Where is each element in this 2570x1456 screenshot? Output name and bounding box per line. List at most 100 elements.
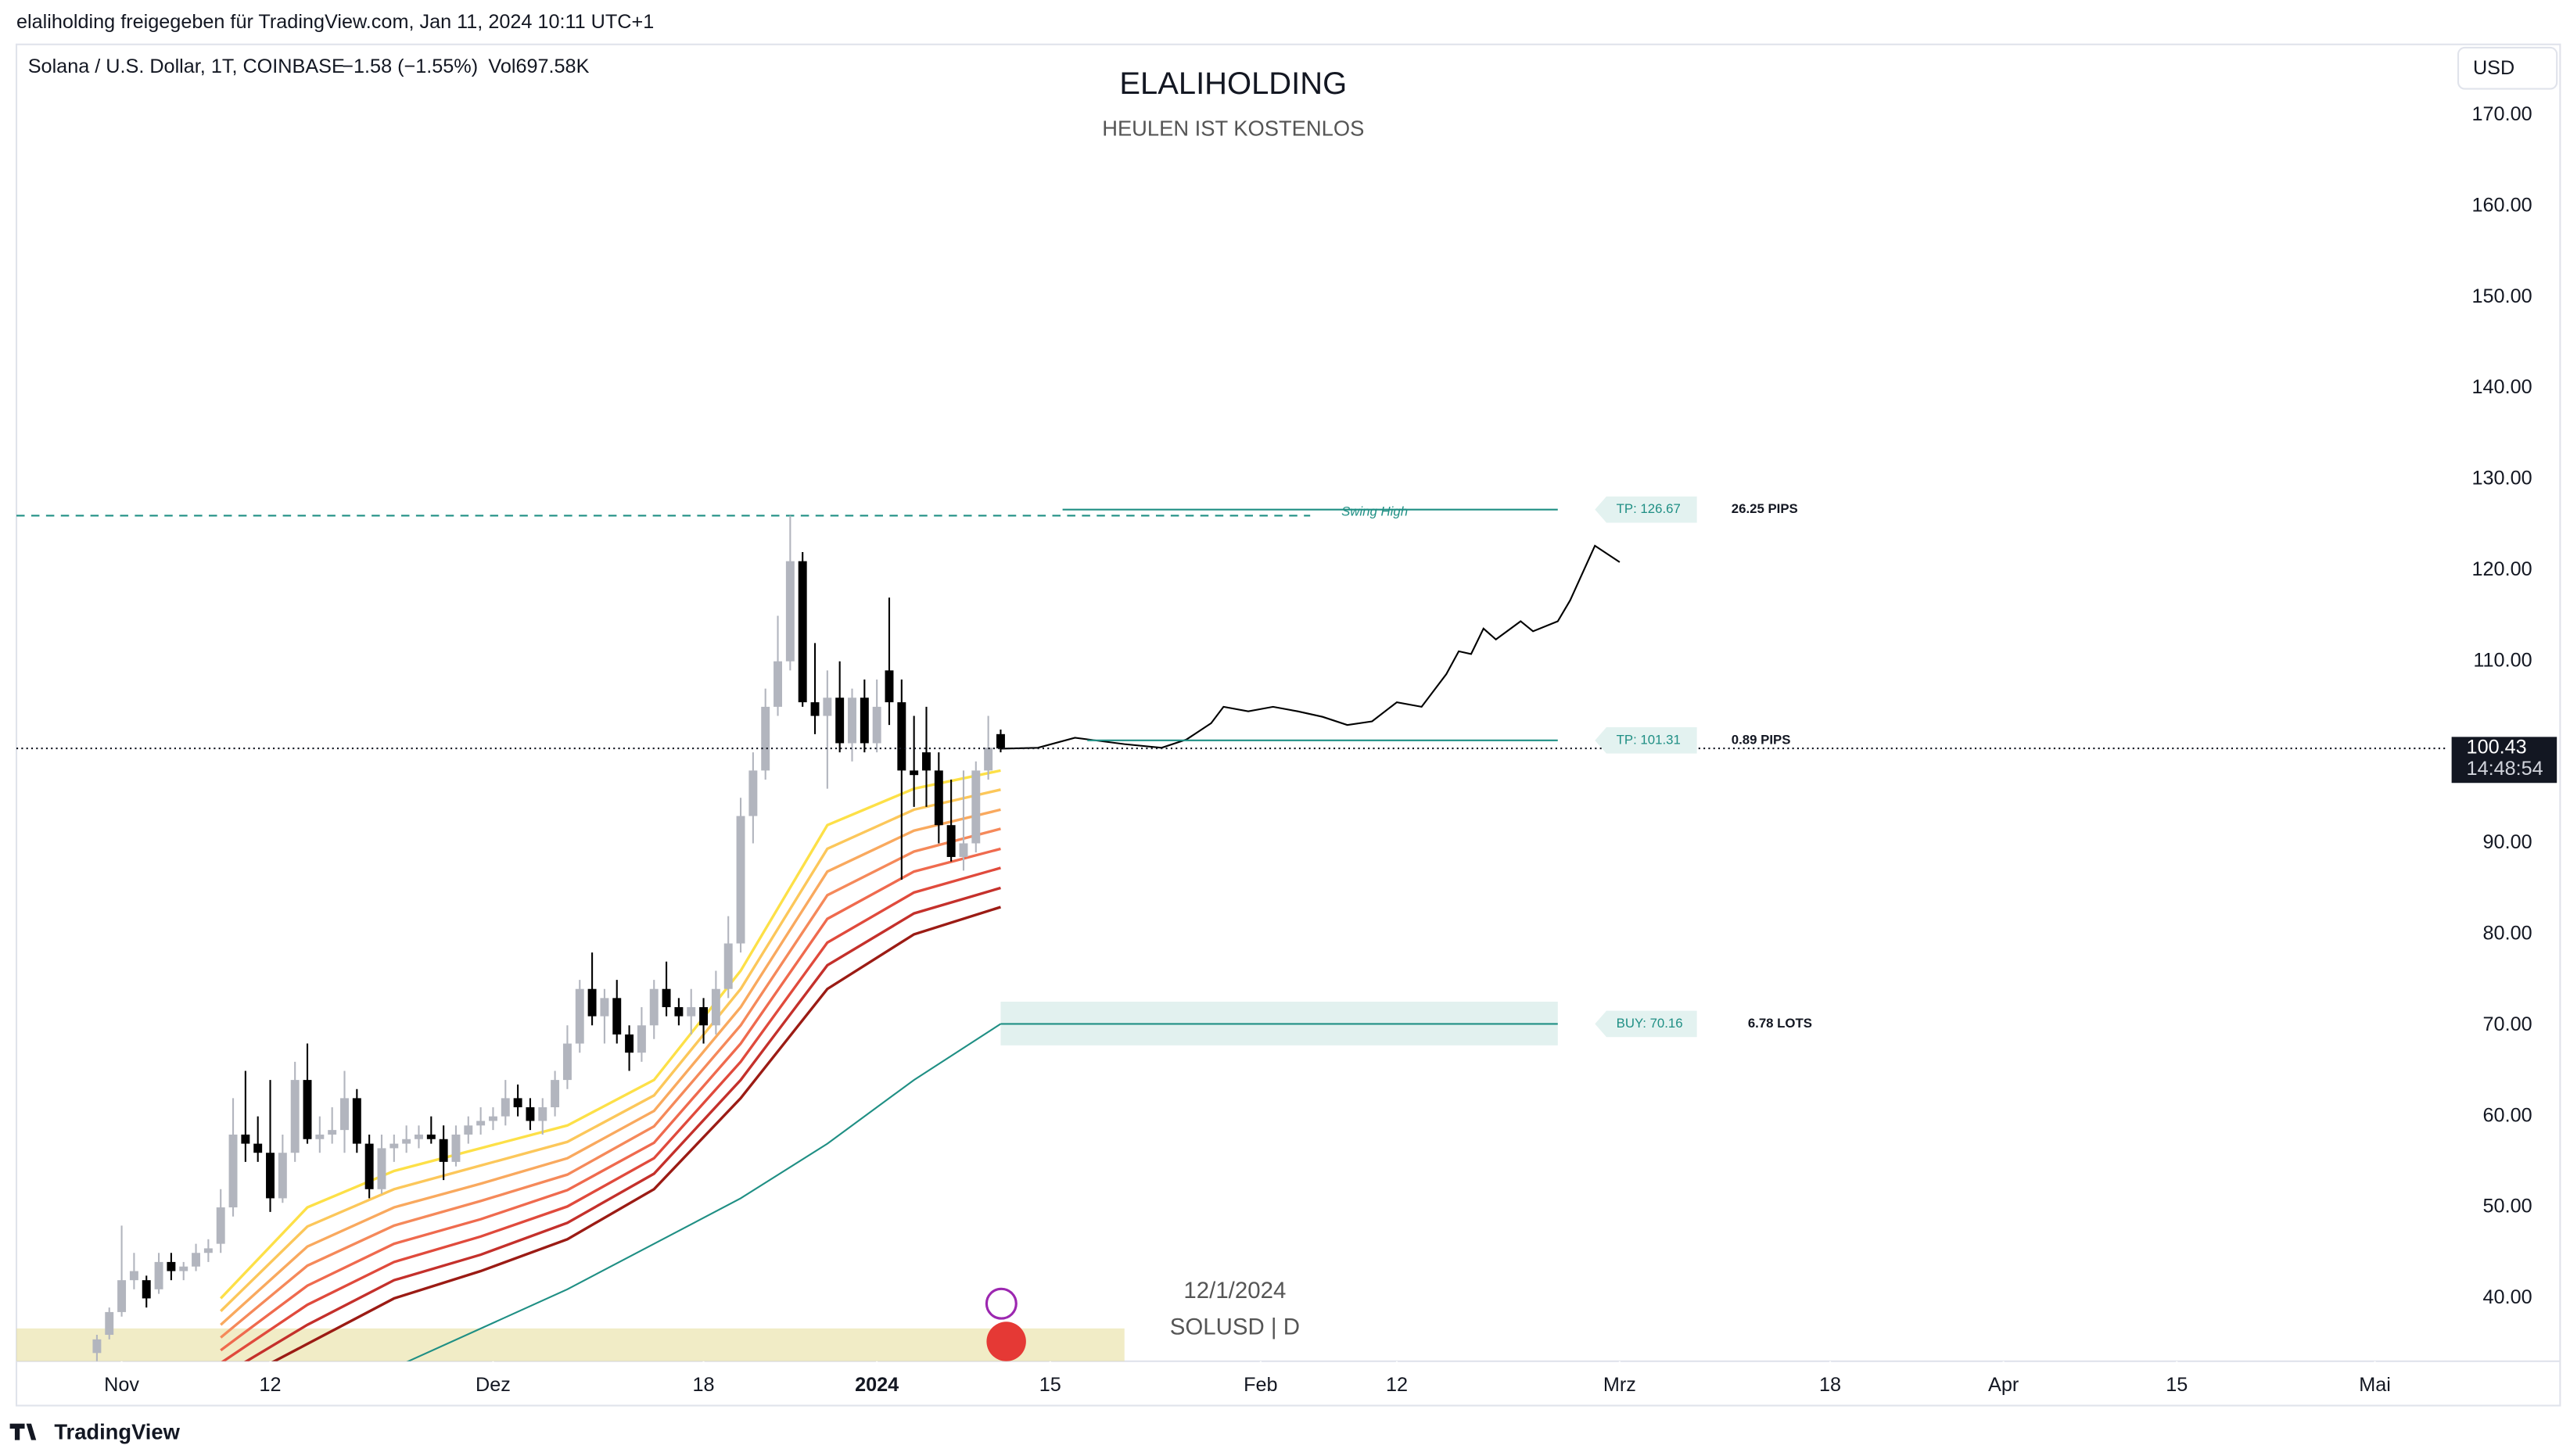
ribbon-line	[271, 906, 1001, 1361]
candle-body	[266, 1153, 275, 1199]
candle-body	[142, 1280, 151, 1299]
candle-body	[179, 1266, 188, 1271]
candle-body	[402, 1139, 411, 1144]
subtitle: HEULEN IST KOSTENLOS	[1102, 116, 1364, 140]
level-badge	[1595, 496, 1697, 523]
candle-body	[860, 698, 869, 744]
level-label: TP: 101.31	[1617, 732, 1681, 747]
ribbon-line	[220, 847, 1001, 1352]
y-tick-label: 170.00	[2472, 103, 2532, 125]
last-price-box	[2451, 737, 2557, 784]
candle-body	[31, 1367, 39, 1372]
candle-body	[897, 702, 906, 771]
y-tick-label: 150.00	[2472, 285, 2532, 307]
level-note: 6.78 LOTS	[1748, 1016, 1812, 1031]
candle-body	[501, 1098, 510, 1117]
candle-body	[810, 702, 820, 716]
plot	[16, 508, 2447, 1372]
currency-button[interactable]	[2457, 46, 2558, 90]
y-tick-label: 50.00	[2483, 1196, 2532, 1218]
candle-body	[946, 825, 956, 857]
overlay: 40.0050.0060.0070.0080.0090.00100.00110.…	[104, 103, 2557, 1396]
flag-icon[interactable]	[986, 1322, 1026, 1361]
ribbon-line	[243, 886, 1001, 1361]
x-tick-label: Dez	[476, 1374, 511, 1396]
currency[interactable]: USD	[2473, 57, 2514, 79]
candle-body	[922, 752, 931, 771]
x-tick-label: Mrz	[1603, 1374, 1636, 1396]
change: −1.58 (−1.55%)	[342, 56, 478, 77]
candle-body	[723, 943, 733, 989]
x-tick-label: 12	[1386, 1374, 1408, 1396]
y-tick-label: 70.00	[2483, 1013, 2532, 1035]
candle-body	[241, 1134, 250, 1144]
candle-body	[167, 1261, 176, 1271]
candle-body	[984, 748, 993, 771]
candle-body	[971, 770, 981, 844]
candle-body	[56, 1364, 64, 1366]
candle-body	[872, 706, 881, 744]
symbol: Solana / U.S. Dollar, 1T, COINBASE	[28, 56, 345, 77]
header: elaliholding freigegeben für TradingView…	[16, 11, 654, 33]
candle-body	[687, 1006, 696, 1017]
level-note: 0.89 PIPS	[1732, 732, 1791, 747]
candle-body	[192, 1253, 201, 1267]
candle-body	[637, 1025, 646, 1053]
x-tick-label: 12	[259, 1374, 281, 1396]
y-tick-label: 80.00	[2483, 923, 2532, 945]
volume: Vol697.58K	[488, 56, 589, 77]
candle-body	[848, 698, 856, 744]
candle-body	[415, 1134, 423, 1139]
candle-body	[464, 1125, 473, 1135]
countdown: 14:48:54	[2467, 758, 2543, 780]
ribbon-line	[221, 866, 1001, 1361]
candle-body	[996, 733, 1005, 749]
candle-body	[823, 698, 832, 716]
level-note: 26.25 PIPS	[1732, 501, 1798, 516]
y-tick-label: 120.00	[2472, 558, 2532, 580]
candle-body	[674, 1006, 684, 1017]
x-tick-label: Mai	[2359, 1374, 2391, 1396]
x-tick-label: 18	[693, 1374, 715, 1396]
ribbon-line	[220, 827, 1001, 1339]
y-tick-label: 40.00	[2483, 1286, 2532, 1308]
y-tick-label: 140.00	[2472, 376, 2532, 398]
candle-body	[785, 561, 795, 662]
candle-body	[526, 1107, 535, 1121]
candle-body	[736, 816, 745, 944]
candle-body	[105, 1311, 114, 1336]
candle-body	[278, 1153, 287, 1199]
frame	[15, 43, 2561, 1407]
x-tick-label: 15	[1039, 1374, 1061, 1396]
y-tick-label: 90.00	[2483, 831, 2532, 853]
candle-body	[761, 706, 770, 771]
swing-high-label: Swing High	[1341, 504, 1408, 519]
level-badge	[1595, 727, 1697, 754]
candle-body	[340, 1098, 349, 1131]
last-price-label: 100.43	[2467, 737, 2527, 758]
candle-body	[228, 1134, 238, 1208]
candle-body	[612, 998, 622, 1035]
candle-body	[699, 1006, 709, 1026]
candle-body	[129, 1271, 138, 1281]
candle-body	[154, 1261, 163, 1289]
candle-body	[625, 1034, 634, 1053]
ma-line	[406, 1023, 1002, 1361]
y-tick-label: 60.00	[2483, 1104, 2532, 1126]
candle-body	[538, 1107, 547, 1121]
y-tick-label: 130.00	[2472, 468, 2532, 490]
candle-body	[662, 988, 671, 1007]
support-zone	[16, 1328, 1125, 1361]
candle-body	[203, 1248, 213, 1253]
candle-body	[377, 1148, 386, 1189]
candle-body	[835, 698, 845, 744]
candle-body	[253, 1143, 263, 1153]
candle-body	[575, 988, 584, 1044]
icon[interactable]	[985, 1287, 1018, 1320]
candle-body	[798, 561, 807, 703]
candle-body	[290, 1080, 300, 1153]
candle-body	[600, 998, 609, 1017]
candle-body	[451, 1134, 461, 1162]
